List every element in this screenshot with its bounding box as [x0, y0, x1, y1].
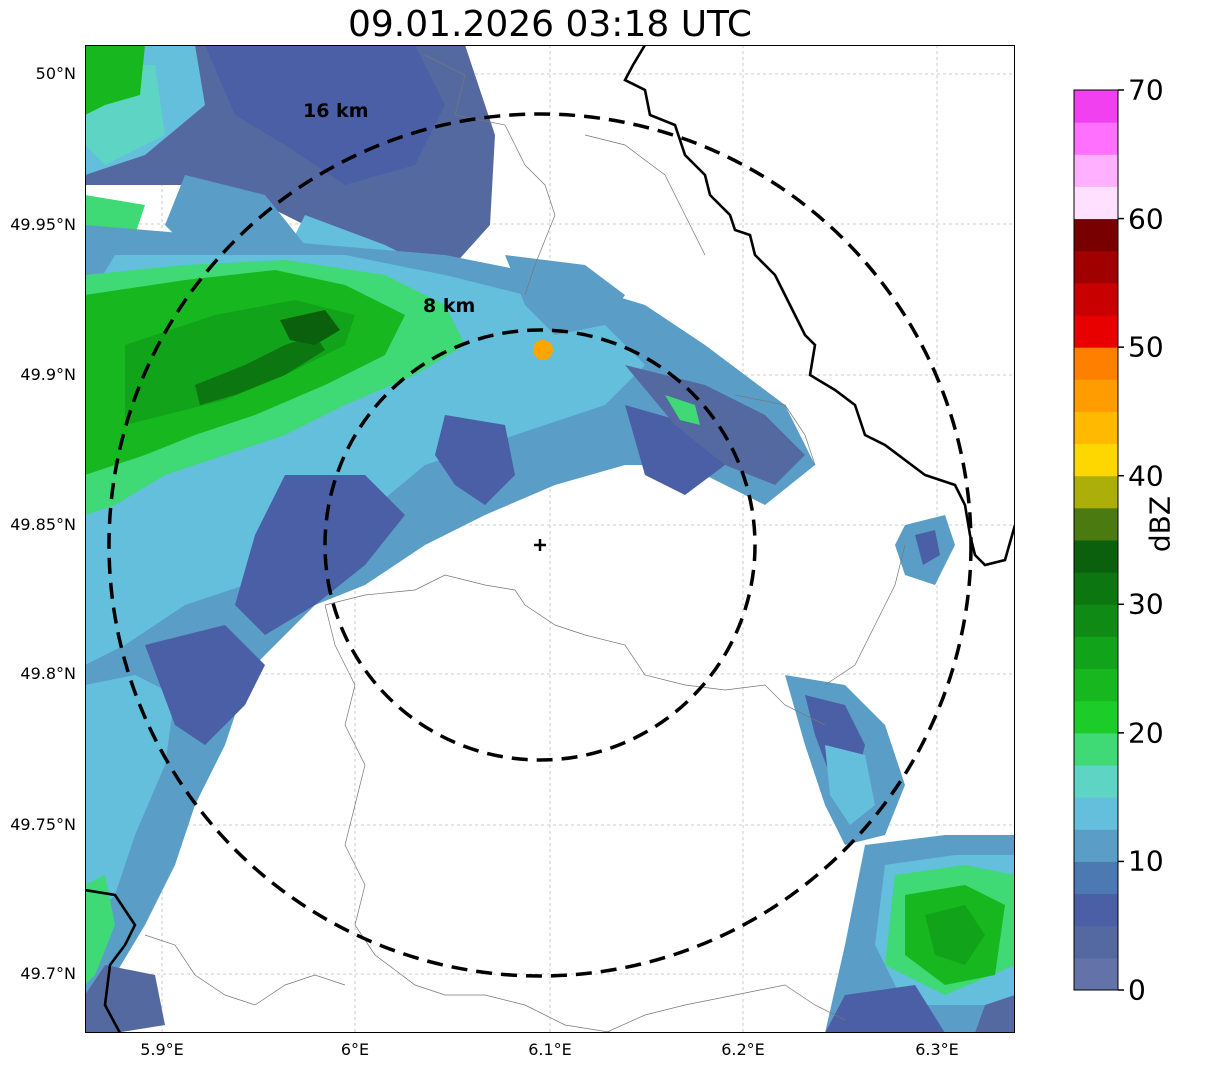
colorbar-segment — [1074, 186, 1118, 220]
lat-tick-label: 49.85°N — [10, 515, 76, 534]
colorbar-segment — [1074, 668, 1118, 702]
colorbar-segment — [1074, 957, 1118, 991]
colorbar-segment — [1074, 315, 1118, 348]
colorbar-tick-label: 20 — [1128, 716, 1164, 750]
colorbar-segment — [1074, 765, 1118, 798]
echo-region-southeast — [825, 835, 1015, 1033]
country-borders — [85, 45, 1015, 1033]
range-ring-8km — [323, 328, 757, 762]
colorbar-segment — [1074, 797, 1118, 830]
map-title: 09.01.2026 03:18 UTC — [347, 4, 753, 45]
colorbar-segment — [1074, 540, 1118, 573]
colorbar-segment — [1074, 604, 1118, 637]
colorbar-segment — [1074, 347, 1118, 380]
colorbar-segment — [1074, 475, 1118, 509]
colorbar-segment — [1074, 700, 1118, 734]
colorbar-segment — [1074, 250, 1118, 284]
colorbar-segment — [1074, 218, 1118, 252]
lat-tick-label: 50°N — [35, 64, 76, 83]
colorbar-segment — [1074, 379, 1118, 412]
map-frame[interactable]: 16 km 8 km — [85, 45, 1015, 1033]
range-rings — [107, 112, 973, 978]
lat-tick-label: 49.7°N — [20, 964, 76, 983]
lon-tick-label: 6.3°E — [915, 1040, 959, 1059]
echo-region-east — [785, 515, 955, 845]
echo-region-convective-band — [85, 225, 815, 765]
ring-label-16km: 16 km — [303, 100, 369, 122]
colorbar-tick-label: 60 — [1128, 202, 1164, 236]
colorbar-tick-label: 10 — [1128, 844, 1164, 878]
echo-region-northwest — [85, 45, 495, 305]
admin-borders — [144, 54, 906, 1033]
echo-region-west — [85, 625, 265, 1033]
colorbar-segment — [1074, 411, 1118, 445]
lat-tick-label: 49.75°N — [10, 815, 76, 834]
colorbar — [1073, 89, 1124, 991]
colorbar-tick-label: 30 — [1128, 587, 1164, 621]
lon-tick-label: 6.1°E — [528, 1040, 572, 1059]
colorbar-segment — [1074, 507, 1118, 541]
lon-tick-label: 6.2°E — [721, 1040, 765, 1059]
colorbar-label: dBZ — [1143, 495, 1177, 553]
colorbar-segment — [1074, 925, 1118, 959]
colorbar-segment — [1074, 893, 1118, 927]
colorbar-segment — [1074, 732, 1118, 766]
colorbar-tick-label: 0 — [1128, 973, 1146, 1007]
lat-tick-label: 49.8°N — [20, 664, 76, 683]
colorbar-segment — [1074, 636, 1118, 670]
radar-map[interactable]: 16 km 8 km — [85, 45, 1015, 1033]
plus-marker-icon — [534, 539, 546, 551]
colorbar-tick-label: 50 — [1128, 330, 1164, 364]
lat-tick-label: 49.9°N — [20, 365, 76, 384]
colorbar-segment — [1074, 829, 1118, 862]
colorbar-segment — [1074, 861, 1118, 895]
range-ring-16km — [107, 112, 973, 978]
colorbar-segment — [1074, 90, 1118, 123]
ring-label-8km: 8 km — [423, 295, 475, 317]
colorbar-segment — [1074, 572, 1118, 605]
colorbar-segment — [1074, 154, 1118, 187]
lat-tick-label: 49.95°N — [10, 215, 76, 234]
colorbar-segment — [1074, 443, 1118, 477]
colorbar-segment — [1074, 282, 1118, 316]
colorbar-segment — [1074, 122, 1118, 155]
colorbar-tick-label: 40 — [1128, 459, 1164, 493]
colorbar-tick-label: 70 — [1128, 73, 1164, 107]
lon-tick-label: 6°E — [340, 1040, 370, 1059]
lon-tick-label: 5.9°E — [140, 1040, 184, 1059]
